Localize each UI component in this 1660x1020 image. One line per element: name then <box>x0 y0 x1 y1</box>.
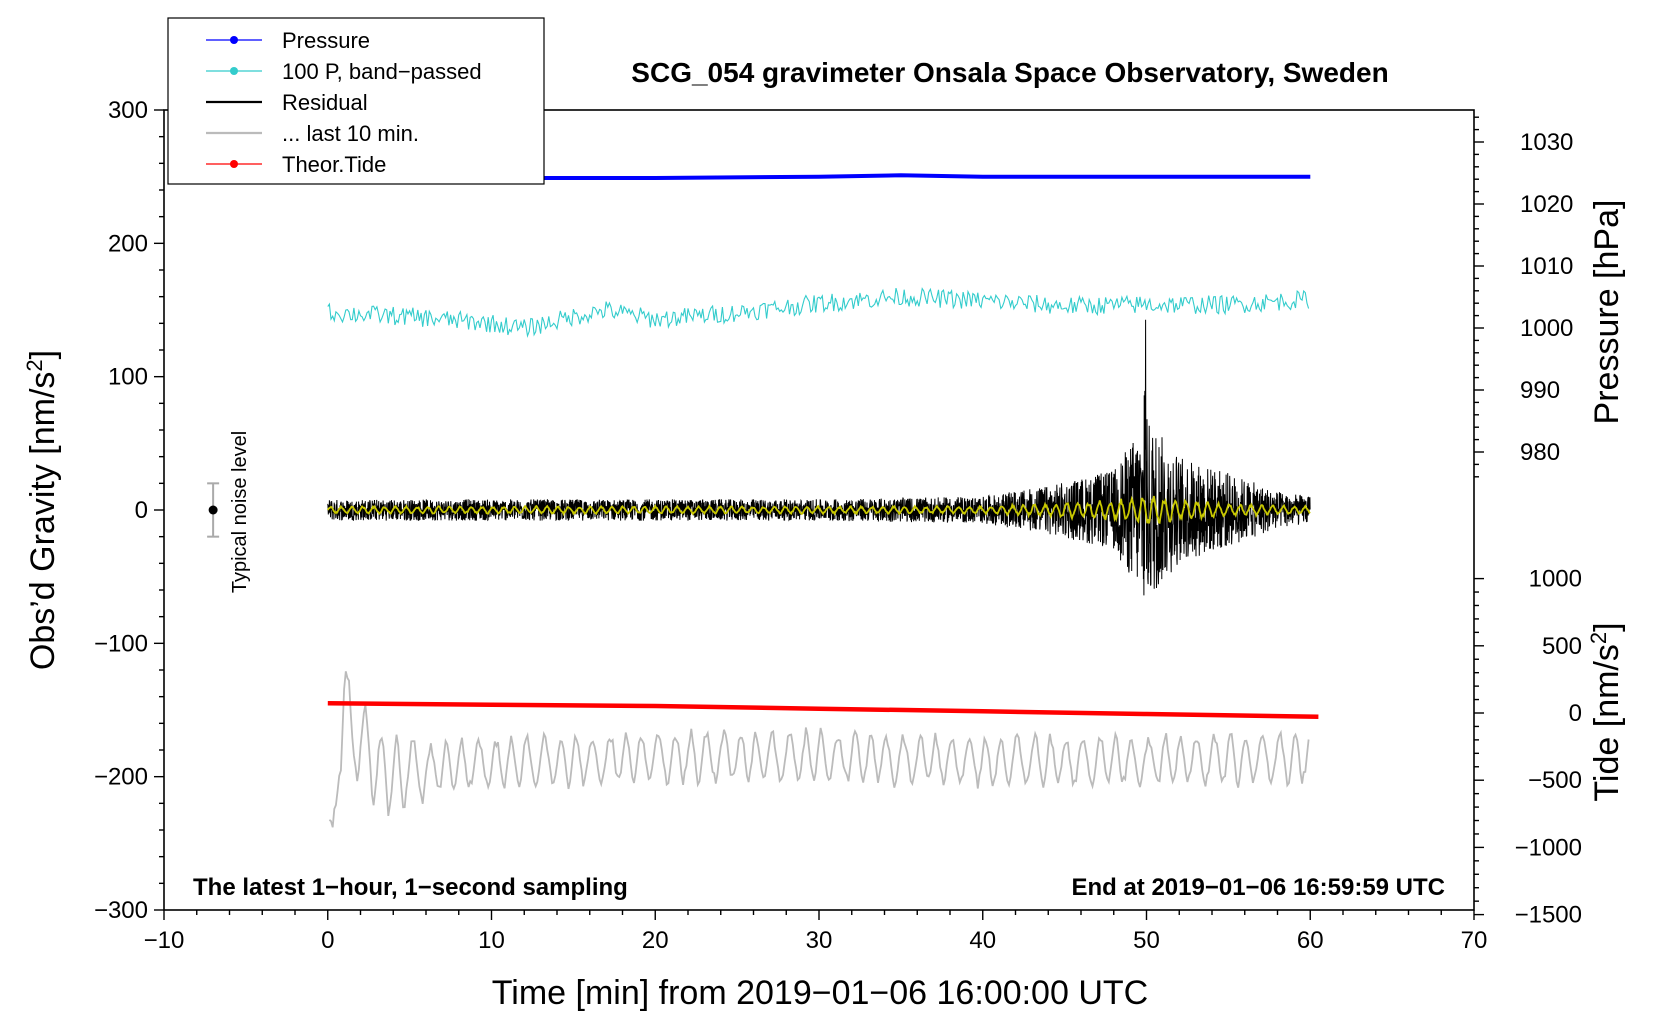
series-residual-band-passed <box>327 495 1311 525</box>
pressure-tick-label: 1000 <box>1520 315 1573 342</box>
series-residual <box>327 319 1311 596</box>
series-100p-band-passed <box>327 287 1310 339</box>
pressure-tick-label: 990 <box>1520 377 1560 404</box>
x-axis-ticks: −10 0 10 20 30 40 50 60 70 <box>144 910 1488 954</box>
legend-label: Pressure <box>282 28 370 53</box>
legend-swatch-marker <box>230 36 238 44</box>
pressure-tick-label: 1030 <box>1520 129 1573 156</box>
legend: Pressure 100 P, band−passed Residual ... la… <box>167 17 545 185</box>
y-left-tick-label: 0 <box>135 497 148 524</box>
legend-item: Pressure <box>206 28 370 53</box>
legend-item: ... last 10 min. <box>206 121 419 146</box>
noise-level-label: Typical noise level <box>229 431 251 593</box>
x-axis-title: Time [min] from 2019−01−06 16:00:00 UTC <box>492 974 1148 1012</box>
legend-swatch-marker <box>230 160 238 168</box>
x-tick-label: 10 <box>478 927 505 954</box>
legend-label: ... last 10 min. <box>282 121 419 146</box>
pressure-tick-label: 980 <box>1520 439 1560 466</box>
pressure-tick-label: 1010 <box>1520 253 1573 280</box>
series-layer <box>327 173 1319 828</box>
y-left-axis-ticks: 300 200 100 0 −100 −200 −300 <box>94 97 164 924</box>
noise-center-dot <box>208 505 218 515</box>
y-left-tick-label: −300 <box>94 897 148 924</box>
y-left-axis-title-close: ] <box>24 350 62 359</box>
annotation-latest-hour: The latest 1−hour, 1−second sampling <box>193 874 628 901</box>
y-left-tick-label: −200 <box>94 764 148 791</box>
legend-item: Theor.Tide <box>206 152 386 177</box>
tide-tick-label: −1500 <box>1515 902 1582 929</box>
y-left-axis-title: Obs’d Gravity [nm/s2] <box>22 350 62 670</box>
y-left-axis-title-sup: 2 <box>22 359 47 371</box>
y-left-tick-label: 200 <box>108 230 148 257</box>
y-right-tide-title: Tide [nm/s2] <box>1586 622 1626 801</box>
y-left-axis-title-text: Obs’d Gravity [nm/s <box>24 372 62 671</box>
x-tick-label: 70 <box>1461 927 1488 954</box>
legend-item: 100 P, band−passed <box>206 59 482 84</box>
y-right-axis-ticks: 1030 1020 1010 1000 990 980 1000 500 0 −500 −1000 −… <box>1474 116 1582 929</box>
y-right-tide-title-close: ] <box>1588 622 1626 631</box>
series-last-10-min <box>328 671 1310 828</box>
x-tick-label: 20 <box>642 927 669 954</box>
tide-tick-label: −500 <box>1528 767 1582 794</box>
tide-tick-label: −1000 <box>1515 834 1582 861</box>
legend-label: Residual <box>282 90 368 115</box>
tide-tick-label: 0 <box>1569 700 1582 727</box>
annotation-end-time: End at 2019−01−06 16:59:59 UTC <box>1071 874 1445 901</box>
y-left-tick-label: −100 <box>94 630 148 657</box>
x-tick-label: 60 <box>1297 927 1324 954</box>
y-left-tick-label: 100 <box>108 364 148 391</box>
legend-item: Residual <box>206 90 368 115</box>
tide-tick-label: 1000 <box>1529 566 1582 593</box>
y-right-tide-title-text: Tide [nm/s <box>1588 644 1626 801</box>
x-tick-label: −10 <box>144 927 185 954</box>
tide-tick-label: 500 <box>1542 633 1582 660</box>
legend-items: Pressure 100 P, band−passed Residual ... la… <box>206 28 482 177</box>
legend-label: Theor.Tide <box>282 152 386 177</box>
chart-title: SCG_054 gravimeter Onsala Space Observat… <box>631 57 1388 88</box>
y-right-pressure-title: Pressure [hPa] <box>1588 200 1626 425</box>
legend-swatch-marker <box>230 67 238 75</box>
x-tick-label: 0 <box>321 927 334 954</box>
noise-level-indicator <box>207 482 220 538</box>
x-tick-label: 30 <box>806 927 833 954</box>
y-left-tick-label: 300 <box>108 97 148 124</box>
legend-label: 100 P, band−passed <box>282 59 482 84</box>
y-right-tide-title-sup: 2 <box>1586 632 1611 644</box>
series-theor-tide <box>327 701 1319 719</box>
x-tick-label: 40 <box>969 927 996 954</box>
pressure-tick-label: 1020 <box>1520 191 1573 218</box>
x-tick-label: 50 <box>1133 927 1160 954</box>
